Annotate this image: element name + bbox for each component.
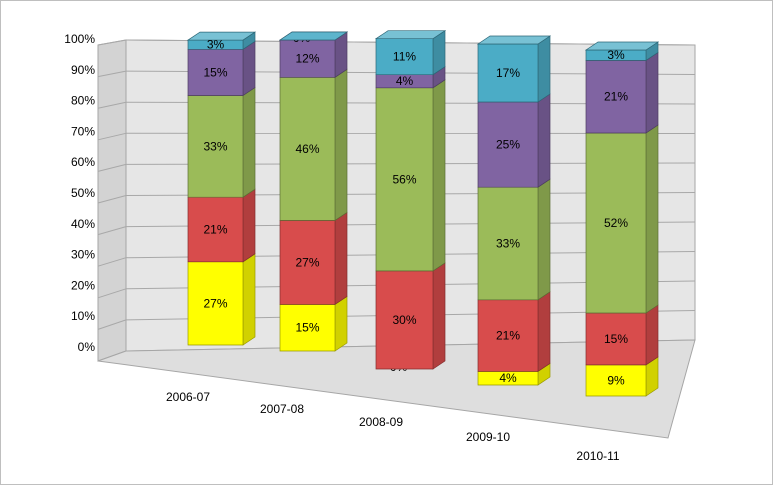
bar-segment-top [478, 36, 550, 44]
y-tick-label: 0% [78, 340, 96, 354]
data-label: 9% [607, 373, 625, 387]
bar-stack: 15%27%46%12%0% [280, 31, 347, 351]
bar-segment-side [243, 189, 255, 262]
data-label: 4% [499, 371, 517, 385]
bar-stack: 9% 15% 52% 21% 3% [586, 42, 658, 396]
y-tick-label: 80% [71, 94, 95, 108]
bar-segment-side [433, 263, 445, 369]
x-tick-label: 2008-09 [359, 415, 403, 429]
data-label: 33% [496, 236, 520, 250]
bar-segment-side [538, 36, 550, 102]
data-label: 25% [496, 138, 520, 152]
x-tick-label: 2007-08 [260, 402, 304, 416]
bar-segment-side [646, 52, 658, 133]
data-label: 56% [392, 172, 416, 186]
data-label: 15% [203, 65, 227, 79]
y-tick-label: 30% [71, 248, 95, 262]
bar-segment-top [376, 31, 445, 39]
data-label: 17% [496, 66, 520, 80]
bar-segment-side [243, 41, 255, 95]
data-label: 15% [604, 332, 628, 346]
bar-segment-side [335, 212, 347, 304]
x-tick-label: 2006-07 [166, 390, 210, 404]
y-tick-label: 10% [71, 309, 95, 323]
data-label: 3% [207, 38, 225, 52]
data-label: 30% [392, 313, 416, 327]
bar-segment-side [646, 125, 658, 313]
y-tick-label: 70% [71, 124, 95, 138]
data-label: 27% [203, 296, 227, 310]
data-label: 46% [295, 142, 319, 156]
data-label: 11% [393, 50, 416, 64]
bar-segment-side [335, 296, 347, 351]
bar-stack: 0%30%56%4%11% [376, 31, 445, 374]
data-label: 52% [604, 216, 628, 230]
x-tick-label: 2009-10 [466, 430, 510, 444]
data-label: 3% [607, 48, 625, 62]
bar-segment-side [433, 80, 445, 271]
bar-stack: 27% 21% 33% 15% 3% [188, 32, 255, 345]
data-label: 21% [604, 90, 628, 104]
y-tick-label: 60% [71, 155, 95, 169]
bar-segment-top [280, 32, 347, 40]
y-tick-label: 90% [71, 63, 95, 77]
data-label: 21% [496, 329, 520, 343]
bar-segment-side [335, 69, 347, 220]
data-label: 27% [295, 255, 319, 269]
bar-segment-side [538, 179, 550, 300]
side-wall [98, 40, 126, 361]
bar-segment-side [538, 292, 550, 372]
bar-segment-side [538, 94, 550, 187]
data-label: 4% [396, 74, 414, 88]
data-label: 12% [295, 52, 319, 66]
bar-stack: 4% 21% 33% 25% 17% [478, 36, 550, 385]
y-tick-label: 50% [71, 186, 95, 200]
y-tick-label: 40% [71, 217, 95, 231]
data-label: 21% [203, 223, 227, 237]
bar-segment-side [646, 305, 658, 365]
bar-segment-side [243, 254, 255, 345]
y-tick-label: 20% [71, 278, 95, 292]
data-label: 15% [295, 321, 319, 335]
bar-segment-side [243, 88, 255, 198]
x-tick-label: 2010-11 [576, 449, 619, 463]
data-label: 33% [203, 139, 227, 153]
y-tick-label: 100% [64, 32, 95, 46]
